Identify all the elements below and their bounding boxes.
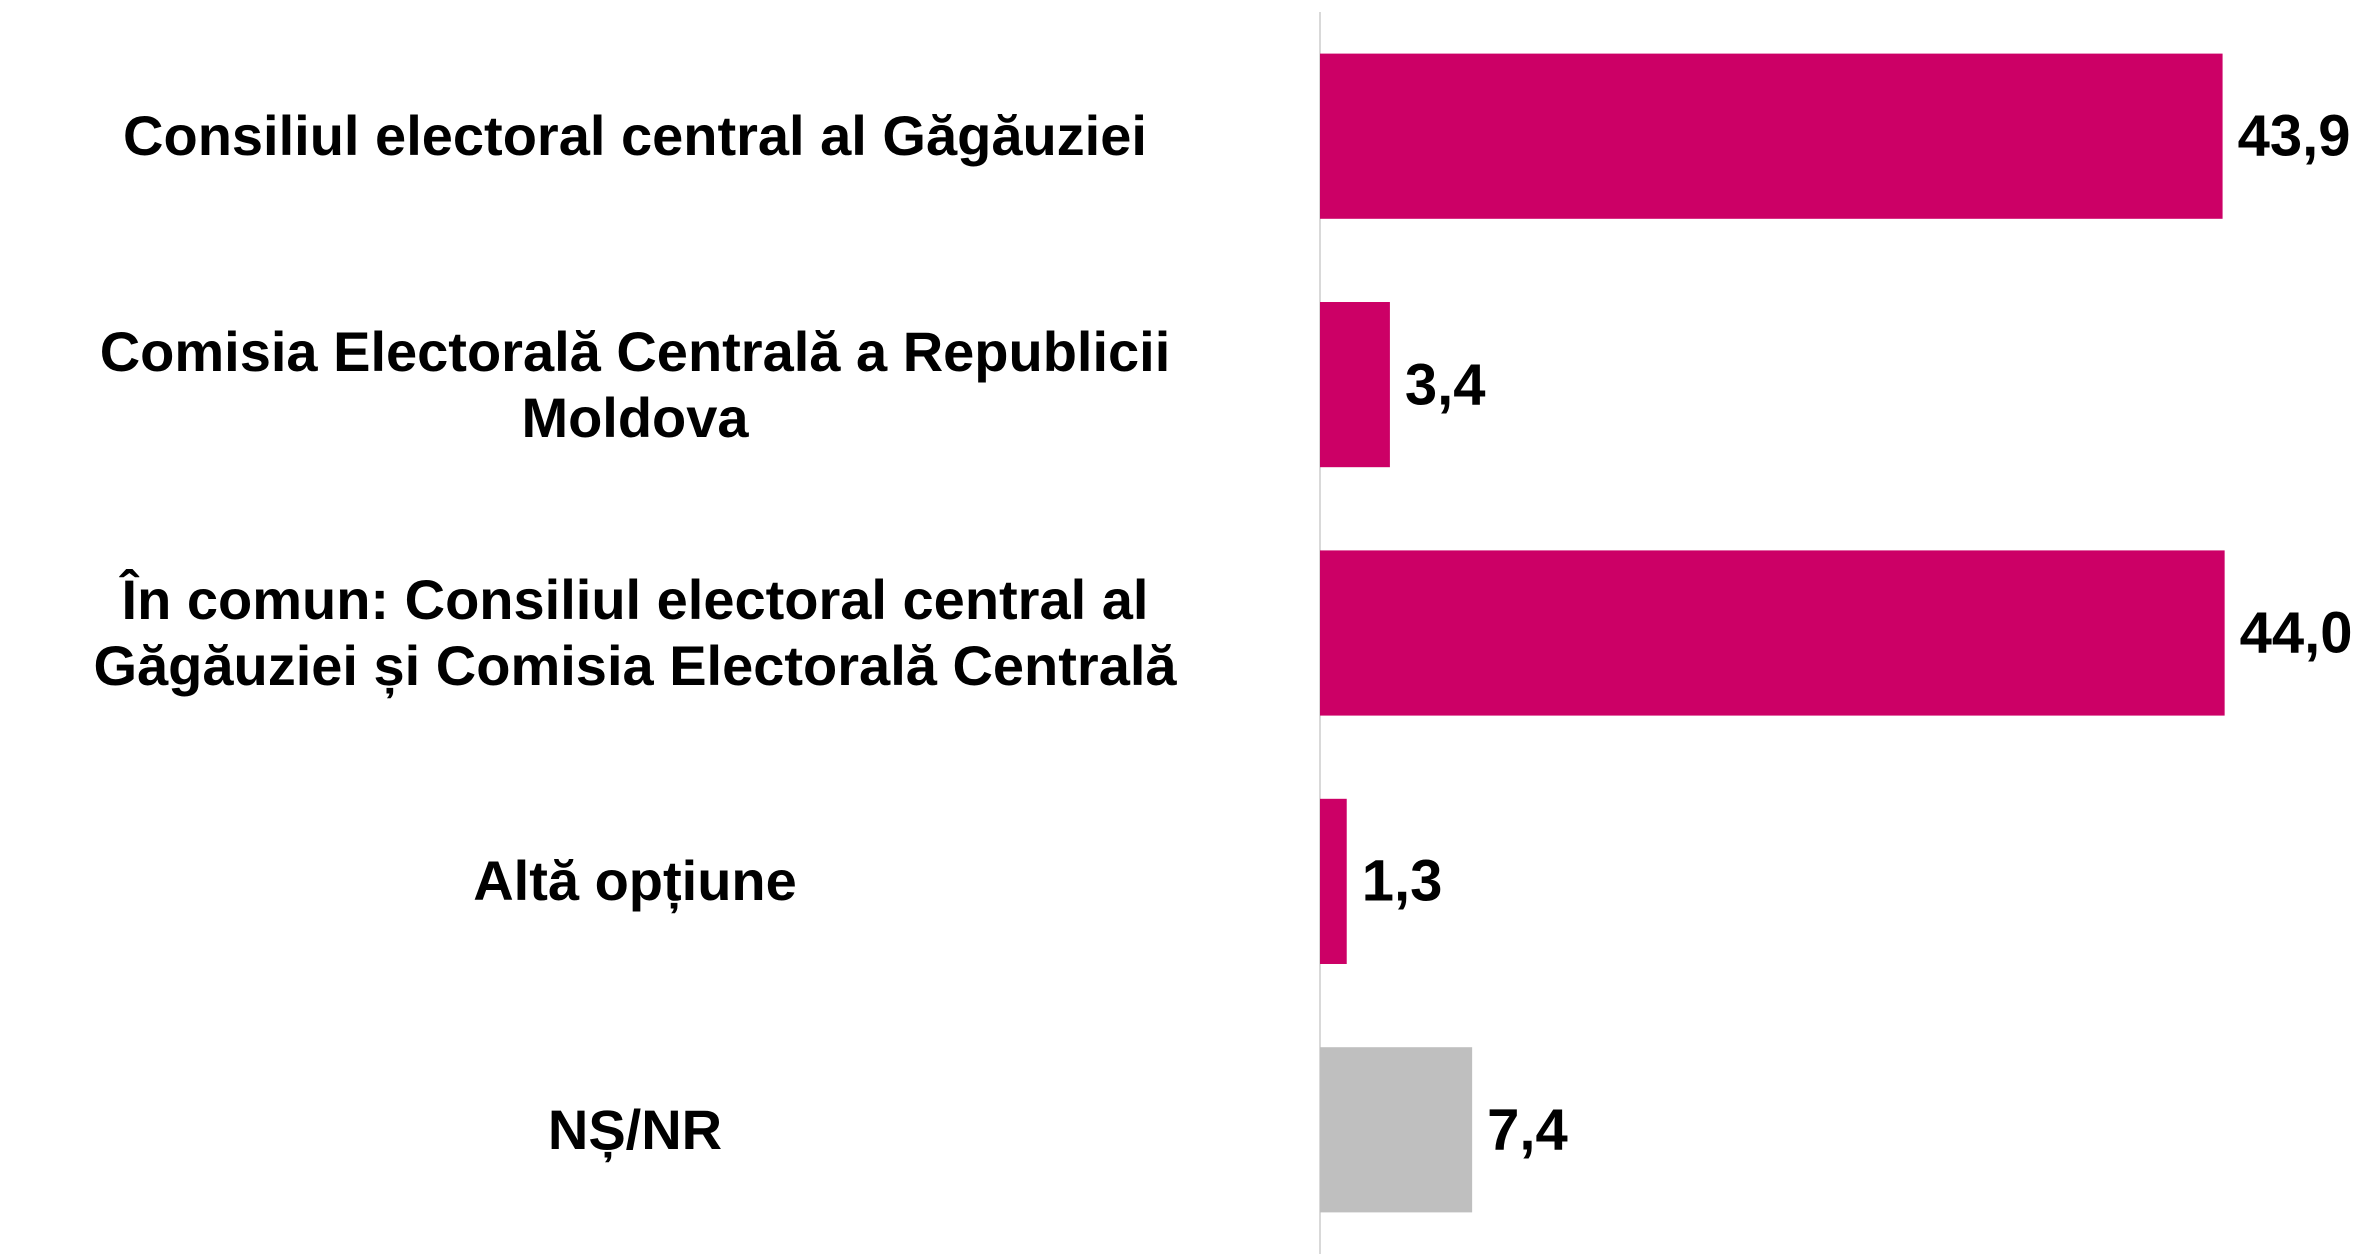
category-label: NȘ/NR xyxy=(547,1097,723,1161)
category-label: Altă opțiune xyxy=(473,849,797,913)
value-label: 7,4 xyxy=(1487,1097,1568,1163)
category-label: Consiliul electoral central al Găgăuziei xyxy=(123,104,1147,168)
category-label: În comun: Consiliul electoral central al… xyxy=(93,568,1177,697)
bar xyxy=(1320,302,1390,468)
value-label: 43,9 xyxy=(2237,103,2351,169)
value-label: 3,4 xyxy=(1404,352,1486,418)
value-label: 1,3 xyxy=(1361,848,1443,914)
bar xyxy=(1320,550,2225,716)
value-label: 44,0 xyxy=(2239,600,2353,666)
bar xyxy=(1320,1047,1473,1213)
category-label: Comisia Electorală Centrală a Republicii… xyxy=(99,319,1171,449)
bar xyxy=(1320,53,2223,219)
bar xyxy=(1320,798,1347,964)
